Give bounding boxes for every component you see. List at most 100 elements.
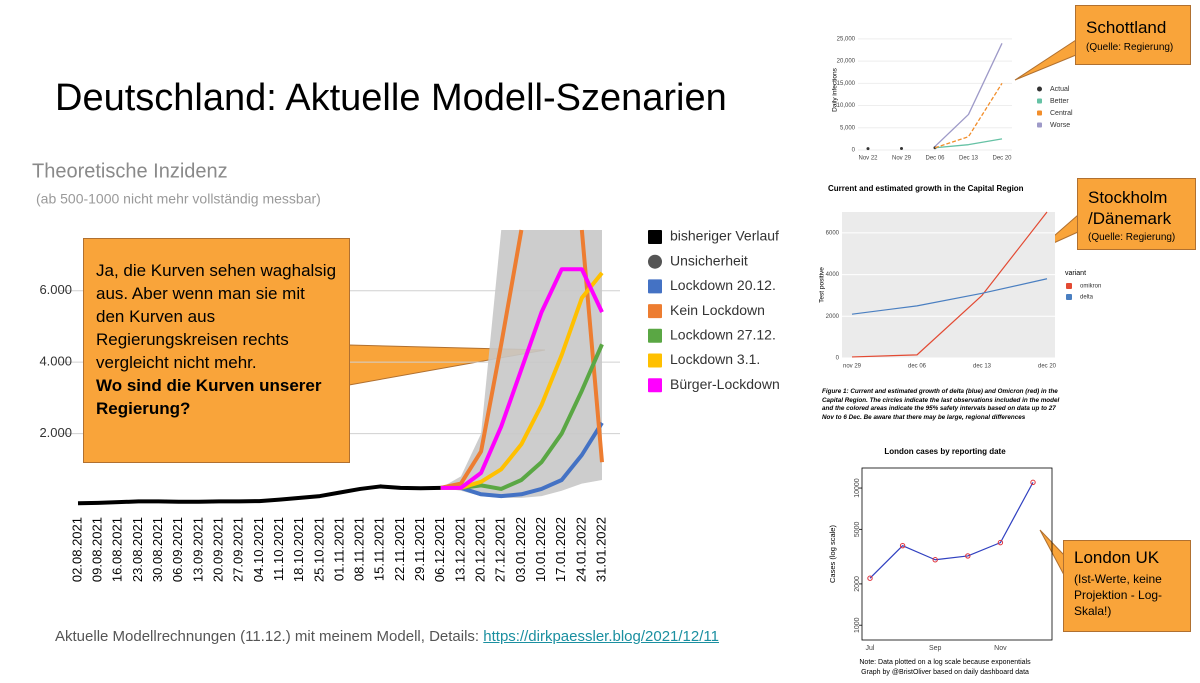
series-line	[934, 82, 1003, 149]
legend-marker	[1037, 98, 1042, 104]
legend-marker	[1037, 122, 1042, 128]
x-tick-label: 09.08.2021	[90, 517, 105, 582]
legend-title: variant	[1065, 270, 1086, 277]
legend-label: Actual	[1050, 86, 1070, 93]
legend-marker	[648, 279, 662, 294]
legend-marker	[648, 230, 662, 244]
chart-subtitle: (ab 500-1000 nicht mehr vollständig mess…	[36, 191, 321, 207]
series-line	[934, 138, 1003, 149]
x-tick-label: 04.10.2021	[251, 517, 266, 582]
chart-note: Graph by @BristOliver based on daily das…	[861, 669, 1029, 676]
data-point	[899, 542, 906, 549]
callout: Ja, die Kurven sehen waghalsig aus. Aber…	[83, 238, 350, 463]
data-point	[866, 147, 870, 151]
x-tick-label: Nov 22	[858, 156, 878, 162]
x-tick-label: Dec 13	[959, 156, 979, 162]
series-line	[851, 211, 1048, 358]
plot-frame	[861, 467, 1053, 641]
plot-background	[842, 212, 1055, 358]
x-tick-label: 27.09.2021	[231, 517, 246, 582]
data-point	[997, 539, 1004, 546]
x-tick-label: 24.01.2022	[573, 517, 588, 582]
series-line	[440, 271, 604, 490]
legend-label: Unsicherheit	[670, 252, 748, 268]
series-line	[869, 482, 1034, 579]
callout-note: (Quelle: Regierung)	[1088, 232, 1176, 243]
legend-marker	[648, 328, 662, 343]
y-tick-label: 4.000	[39, 354, 72, 369]
x-tick-label: Nov	[994, 645, 1007, 652]
x-tick-label: 16.08.2021	[110, 517, 125, 582]
x-tick-label: 06.12.2021	[432, 517, 447, 582]
y-tick-label: 2000	[826, 314, 840, 320]
data-point	[867, 575, 873, 581]
y-tick-label: 20,000	[837, 59, 856, 65]
legend-marker	[1066, 294, 1072, 300]
x-tick-label: 06.09.2021	[170, 517, 185, 582]
series-line	[440, 229, 604, 490]
series-line	[77, 484, 441, 506]
legend-marker	[1037, 110, 1042, 116]
x-tick-label: 29.11.2021	[412, 517, 427, 581]
legend-label: Lockdown 20.12.	[670, 277, 776, 293]
x-tick-label: dec 20	[1038, 364, 1057, 370]
x-tick-label: 11.10.2021	[271, 517, 286, 581]
legend-marker	[648, 378, 662, 393]
legend-label: Central	[1050, 110, 1073, 117]
y-tick-label: 10000	[854, 478, 861, 498]
legend-marker	[1037, 86, 1042, 92]
chart-caption: Figure 1: Current and estimated growth o…	[822, 388, 1060, 421]
y-tick-label: 5000	[854, 521, 861, 537]
y-tick-label: 2000	[854, 576, 861, 592]
x-tick-label: 03.01.2022	[513, 517, 528, 582]
footer-link[interactable]: https://dirkpaessler.blog/2021/12/11	[483, 628, 719, 645]
callout-note: (Quelle: Regierung)	[1086, 42, 1174, 53]
chart-title: Current and estimated growth in the Capi…	[828, 184, 1024, 193]
chart-title: London cases by reporting date	[884, 447, 1006, 456]
legend-label: Kein Lockdown	[670, 302, 765, 318]
legend-label: Worse	[1050, 122, 1070, 129]
chart-note: Note: Data plotted on a log scale becaus…	[859, 659, 1031, 666]
series-line	[440, 421, 604, 499]
y-tick-label: 4000	[826, 272, 840, 278]
y-tick-label: 5,000	[840, 125, 856, 131]
y-tick-label: 15,000	[837, 81, 856, 87]
y-axis-label: Cases (log scale)	[828, 525, 837, 583]
callout-text: Schottland	[1086, 18, 1167, 37]
callout-bold: Wo sind die Kurven unserer Regierung?	[96, 376, 322, 418]
callout-text: London UK	[1074, 548, 1160, 567]
x-tick-label: 23.08.2021	[130, 517, 145, 582]
y-tick-label: 2.000	[39, 425, 72, 440]
data-point	[965, 553, 971, 559]
x-tick-label: nov 29	[843, 364, 862, 370]
callout-text: Ja, die Kurven sehen waghalsig aus. Aber…	[96, 261, 337, 372]
legend-label: omikron	[1080, 284, 1101, 290]
legend-marker	[648, 254, 662, 269]
x-tick-label: dec 06	[908, 364, 927, 370]
x-tick-label: 17.01.2022	[553, 517, 568, 582]
series-line	[440, 267, 604, 490]
legend-label: bisheriger Verlauf	[670, 228, 779, 244]
x-tick-label: 02.08.2021	[69, 517, 84, 582]
x-tick-label: 20.12.2021	[473, 517, 488, 582]
x-tick-label: Nov 29	[892, 156, 912, 162]
x-tick-label: 15.11.2021	[372, 517, 387, 581]
data-point	[900, 146, 903, 150]
legend-marker	[648, 353, 662, 368]
x-tick-label: Sep	[929, 645, 942, 652]
series-line	[851, 278, 1048, 315]
legend-marker	[648, 304, 662, 319]
y-tick-label: 0	[836, 356, 840, 362]
x-tick-label: 31.01.2022	[593, 517, 608, 582]
y-tick-label: 6.000	[39, 282, 72, 297]
legend-label: Bürger-Lockdown	[670, 376, 780, 392]
data-point	[932, 557, 938, 563]
y-tick-label: 6000	[826, 230, 840, 236]
x-tick-label: 08.11.2021	[352, 517, 367, 581]
legend-label: delta	[1080, 295, 1094, 301]
x-tick-label: Jul	[866, 645, 875, 652]
callout-pointer	[1014, 39, 1077, 81]
y-tick-label: 25,000	[837, 36, 856, 42]
